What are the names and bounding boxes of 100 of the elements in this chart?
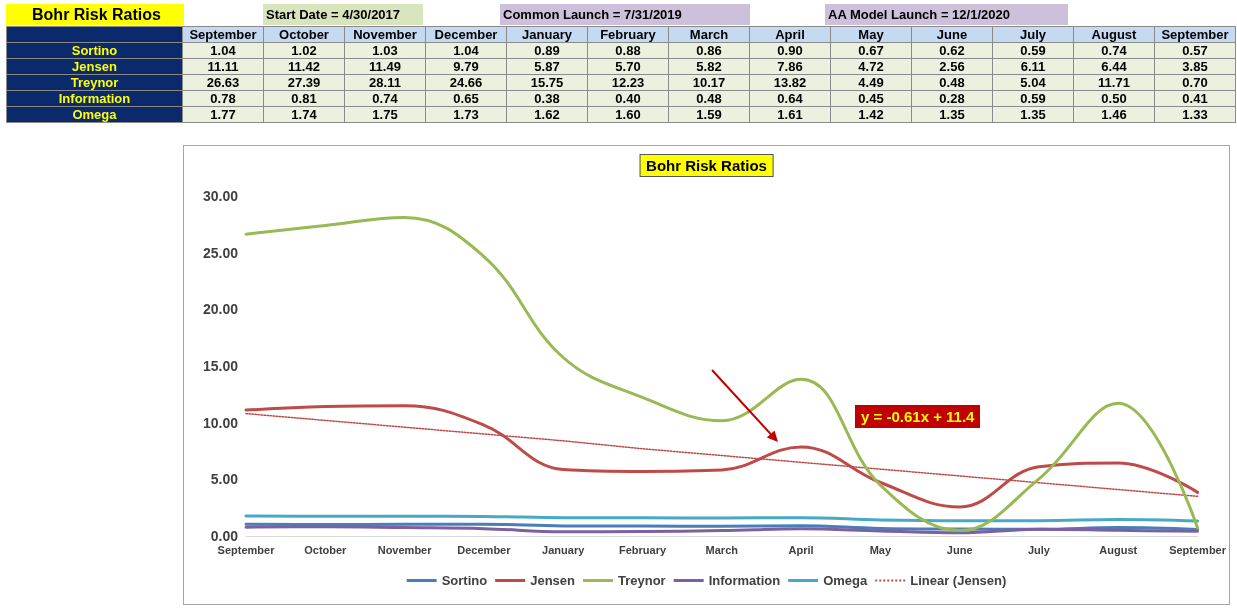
- data-label: 28.11: [344, 74, 426, 91]
- category-label: July: [1019, 27, 1046, 42]
- data-label: 1.77: [182, 106, 264, 123]
- data-label: 1.35: [992, 106, 1074, 123]
- y-tick-label: 10.00: [202, 414, 239, 431]
- data-label: 0.78: [182, 90, 264, 107]
- y-tick-label: 25.00: [202, 244, 239, 261]
- data-label: 0.67: [830, 42, 912, 59]
- category-label: November: [353, 27, 417, 42]
- category-label: October: [279, 27, 329, 42]
- category-label: January: [522, 27, 572, 42]
- data-label: 6.11: [992, 58, 1074, 75]
- line-series: [244, 215, 1200, 533]
- data-label: 1.59: [668, 106, 750, 123]
- legend-label: Information: [708, 573, 781, 588]
- y-tick-label: 20.00: [202, 301, 239, 318]
- legend-label: Sortino: [441, 573, 488, 588]
- legend-label: Treynor: [617, 573, 666, 588]
- data-label: 1.04: [182, 42, 264, 59]
- data-label: 5.70: [587, 58, 669, 75]
- category-label: March: [689, 27, 729, 42]
- x-tick-label: August: [1099, 543, 1138, 556]
- data-label: 24.66: [425, 74, 507, 91]
- y-tick-label: 5.00: [210, 471, 239, 488]
- annotation: y = -0.61x + 11.4: [855, 405, 981, 428]
- y-tick-label: 30.00: [202, 188, 239, 204]
- data-label: 6.44: [1073, 58, 1155, 75]
- data-label: 0.74: [1073, 42, 1155, 59]
- data-label: 2.56: [911, 58, 993, 75]
- legend-label: Linear (Jensen): [910, 573, 1007, 588]
- text: Start Date = 4/30/2017: [263, 4, 423, 25]
- data-label: 1.75: [344, 106, 426, 123]
- x-tick-label: May: [869, 543, 892, 556]
- category-label: February: [600, 27, 656, 42]
- x-tick-label: April: [788, 543, 814, 556]
- data-label: 9.79: [425, 58, 507, 75]
- data-label: 0.65: [425, 90, 507, 107]
- data-label: 1.62: [506, 106, 588, 123]
- data-label: 1.02: [263, 42, 345, 59]
- category-label: September: [1161, 27, 1229, 42]
- data-label: 0.50: [1073, 90, 1155, 107]
- text: Jensen: [72, 59, 117, 74]
- data-label: 0.64: [749, 90, 831, 107]
- data-label: 4.49: [830, 74, 912, 91]
- data-label: 4.72: [830, 58, 912, 75]
- data-label: 1.04: [425, 42, 507, 59]
- data-label: 0.88: [587, 42, 669, 59]
- text: Bohr Risk Ratios: [6, 4, 184, 25]
- x-tick-label: June: [946, 543, 973, 556]
- data-label: 0.48: [668, 90, 750, 107]
- data-label: 1.61: [749, 106, 831, 123]
- line-series: [244, 404, 1200, 509]
- data-label: 1.74: [263, 106, 345, 123]
- data-label: 26.63: [182, 74, 264, 91]
- x-tick-label: September: [1169, 543, 1227, 556]
- text: AA Model Launch = 12/1/2020: [825, 4, 1068, 25]
- data-label: 0.28: [911, 90, 993, 107]
- data-label: 0.41: [1154, 90, 1236, 107]
- data-label: 1.73: [425, 106, 507, 123]
- data-label: 27.39: [263, 74, 345, 91]
- x-tick-label: January: [542, 543, 586, 556]
- data-label: 12.23: [587, 74, 669, 91]
- x-tick-label: December: [457, 543, 512, 556]
- data-label: 1.33: [1154, 106, 1236, 123]
- category-label: June: [936, 27, 968, 42]
- data-label: 7.86: [749, 58, 831, 75]
- category-label: May: [858, 27, 884, 42]
- data-label: 1.42: [830, 106, 912, 123]
- text: Common Launch = 7/31/2019: [500, 4, 750, 25]
- chart-title: Bohr Risk Ratios: [639, 154, 774, 177]
- category-label: August: [1091, 27, 1137, 42]
- y-tick-label: 15.00: [202, 358, 239, 374]
- text: Omega: [72, 107, 117, 122]
- text: Treynor: [70, 75, 119, 90]
- data-label: 1.46: [1073, 106, 1155, 123]
- data-label: 1.03: [344, 42, 426, 59]
- data-label: 3.85: [1154, 58, 1236, 75]
- data-label: 0.38: [506, 90, 588, 107]
- legend-label: Jensen: [530, 573, 576, 588]
- data-label: 15.75: [506, 74, 588, 91]
- category-label: December: [434, 27, 498, 42]
- data-label: 11.71: [1073, 74, 1155, 91]
- data-label: 0.89: [506, 42, 588, 59]
- x-tick-label: March: [705, 543, 739, 556]
- text: Sortino: [71, 43, 118, 58]
- data-label: 0.45: [830, 90, 912, 107]
- data-label: 11.11: [182, 58, 264, 75]
- data-label: 0.74: [344, 90, 426, 107]
- x-tick-label: November: [377, 543, 433, 556]
- y-tick-label: 0.00: [210, 528, 239, 544]
- data-label: 10.17: [668, 74, 750, 91]
- data-label: 5.82: [668, 58, 750, 75]
- x-tick-label: July: [1027, 543, 1051, 556]
- data-label: 13.82: [749, 74, 831, 91]
- data-label: 0.57: [1154, 42, 1236, 59]
- data-label: 0.59: [992, 90, 1074, 107]
- data-label: 11.42: [263, 58, 345, 75]
- data-label: 5.87: [506, 58, 588, 75]
- data-label: 11.49: [344, 58, 426, 75]
- data-label: 0.70: [1154, 74, 1236, 91]
